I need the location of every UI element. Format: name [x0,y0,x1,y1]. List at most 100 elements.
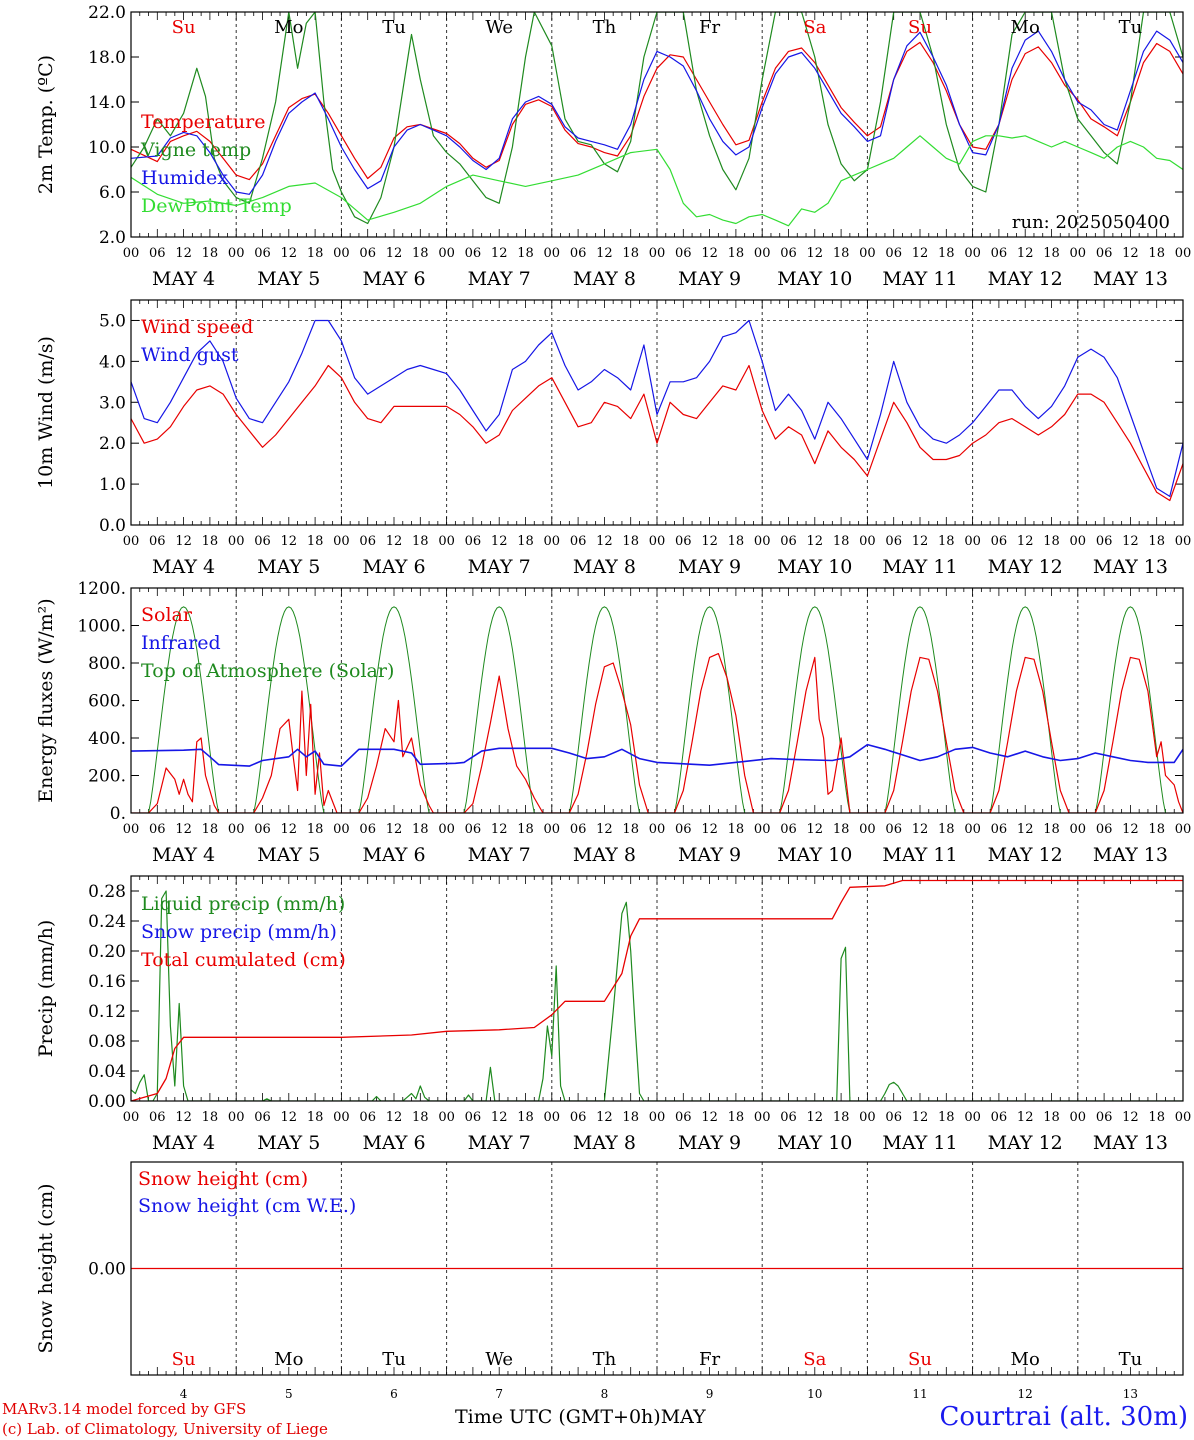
date-label: MAY 6 [362,1132,425,1154]
hour-tick-label: 06 [359,246,376,261]
hour-tick-label: 00 [754,534,771,549]
hour-tick-label: 00 [438,822,455,837]
hour-tick-label: 00 [123,822,140,837]
hour-tick-label: 12 [491,1110,508,1125]
date-label: MAY 11 [882,844,957,866]
y-tick-label: 0.0 [99,516,126,536]
weekday-label: Th [593,1349,617,1370]
y-tick-label: 0.28 [88,882,126,902]
hour-tick-label: 06 [991,1110,1008,1125]
y-tick-label: 0.24 [88,912,126,932]
date-label: MAY 5 [257,268,320,290]
hour-tick-label: 18 [728,1110,745,1125]
hour-tick-label: 00 [333,246,350,261]
hour-tick-label: 06 [149,534,166,549]
hour-tick-label: 06 [675,822,692,837]
hour-tick-label: 12 [912,1110,929,1125]
y-tick-label: 0.04 [88,1062,126,1082]
series-solar [131,653,1183,813]
y-axis-label: Snow height (cm) [35,1183,57,1353]
hour-tick-label: 12 [281,534,298,549]
hour-tick-label: 12 [491,822,508,837]
date-label: MAY 4 [152,1132,215,1154]
hour-tick-label: 06 [675,1110,692,1125]
hour-tick-label: 06 [570,1110,587,1125]
hour-tick-label: 00 [228,822,245,837]
date-label: MAY 12 [988,1132,1063,1154]
weekday-label: Sa [803,1349,826,1370]
hour-tick-label: 06 [1096,822,1113,837]
hour-tick-label: 12 [1017,534,1034,549]
y-tick-label: 3.0 [99,393,126,413]
hour-tick-label: 06 [780,822,797,837]
run-annotation: run: 2025050400 [1012,212,1170,233]
hour-tick-label: 00 [649,1110,666,1125]
hour-tick-label: 12 [1122,534,1139,549]
station-name: Courtrai (alt. 30m) [939,1402,1189,1432]
legend-entry: Top of Atmosphere (Solar) [141,660,394,682]
day-number-label: 6 [390,1387,398,1401]
panel-frame [130,11,1184,238]
hour-tick-label: 00 [859,822,876,837]
legend-entry: Temperature [141,111,265,133]
y-tick-label: 6.0 [99,183,126,203]
hour-tick-label: 18 [622,534,639,549]
date-label: MAY 13 [1093,1132,1168,1154]
series-humidex [131,30,1183,195]
hour-tick-label: 06 [1096,246,1113,261]
hour-tick-label: 12 [281,1110,298,1125]
weekday-label: Th [593,17,617,38]
legend-entry: Wind gust [141,344,239,366]
hour-tick-label: 12 [807,534,824,549]
y-tick-label: 4.0 [99,352,126,372]
hour-tick-label: 12 [807,822,824,837]
weekday-label: Mo [274,1349,303,1370]
date-label: MAY 10 [777,844,852,866]
legend-entry: Vigne temp [140,139,251,161]
weekday-label: We [485,1349,513,1370]
weekday-label: Tu [382,17,406,38]
date-label: MAY 12 [988,268,1063,290]
hour-tick-label: 06 [1096,1110,1113,1125]
hour-tick-label: 06 [465,822,482,837]
hour-tick-label: 18 [938,246,955,261]
hour-tick-label: 00 [123,1110,140,1125]
panel-frame [130,1161,1184,1376]
hour-tick-label: 00 [123,534,140,549]
date-label: MAY 6 [362,844,425,866]
hour-tick-label: 12 [807,246,824,261]
hour-tick-label: 00 [754,822,771,837]
series-liquid-precip-mm-h [131,890,1183,1101]
series-temperature [131,41,1183,181]
date-label: MAY 8 [573,556,636,578]
hour-tick-label: 18 [833,246,850,261]
hour-tick-label: 18 [412,822,429,837]
hour-tick-label: 06 [359,534,376,549]
y-tick-label: 400. [88,729,126,749]
hour-tick-label: 18 [412,1110,429,1125]
hour-tick-label: 06 [885,1110,902,1125]
hour-tick-label: 00 [754,1110,771,1125]
hour-tick-label: 12 [701,822,718,837]
y-tick-label: 1.0 [99,475,126,495]
hour-tick-label: 00 [228,246,245,261]
legend-entry: Humidex [141,167,228,189]
hour-tick-label: 06 [780,1110,797,1125]
weekday-label: Su [908,17,932,38]
y-tick-label: 200. [88,767,126,787]
hour-tick-label: 18 [622,1110,639,1125]
hour-tick-label: 12 [281,822,298,837]
y-tick-label: 0.00 [88,1092,126,1112]
y-axis-label: Precip (mm/h) [35,920,57,1058]
hour-tick-label: 06 [675,534,692,549]
day-number-label: 13 [1123,1387,1138,1401]
hour-tick-label: 00 [1070,246,1087,261]
hour-tick-label: 12 [1017,246,1034,261]
hour-tick-label: 12 [386,534,403,549]
legend-entry: Total cumulated (cm) [141,949,346,971]
y-tick-label: 5.0 [99,311,126,331]
hour-tick-label: 18 [517,822,534,837]
hour-tick-label: 18 [1148,1110,1165,1125]
y-axis-label: Energy fluxes (W/m²) [35,598,57,802]
weekday-label: Su [172,17,196,38]
